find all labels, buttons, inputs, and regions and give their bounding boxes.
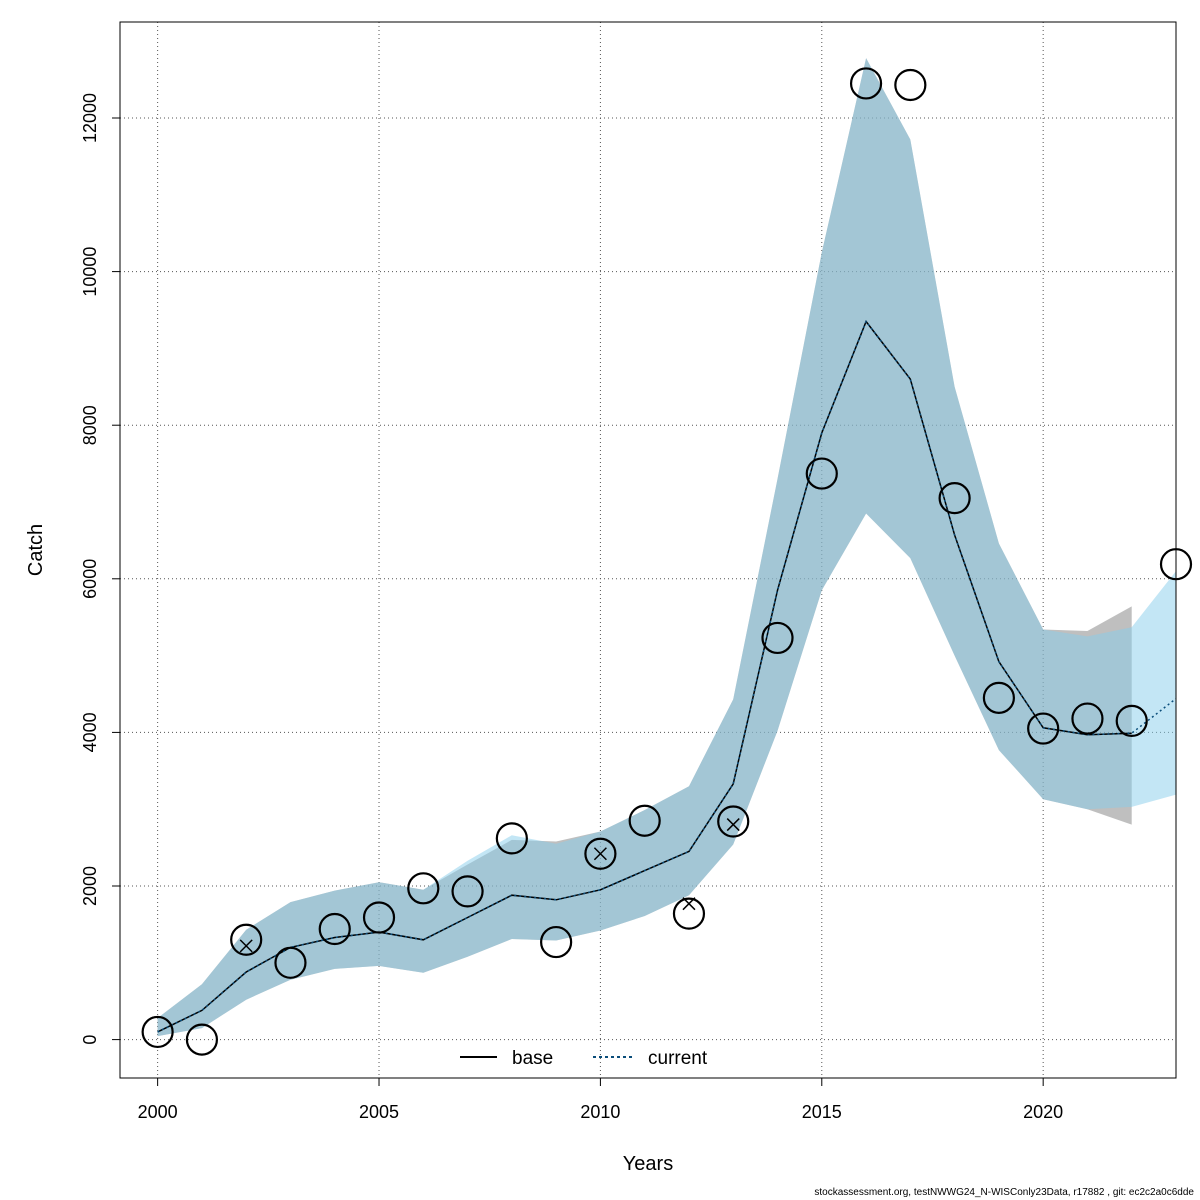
cross-marker xyxy=(726,818,740,832)
x-axis-title: Years xyxy=(623,1153,673,1175)
y-tick-label: 4000 xyxy=(80,712,100,752)
y-axis-title: Catch xyxy=(25,524,47,576)
x-tick-label: 2015 xyxy=(802,1102,842,1122)
y-tick-label: 0 xyxy=(80,1035,100,1045)
plot-frame xyxy=(119,21,1177,1079)
y-tick-label: 6000 xyxy=(80,559,100,599)
observed-point xyxy=(540,925,573,959)
confidence-bands xyxy=(157,58,1177,1037)
observed-point xyxy=(938,482,971,515)
observed-point xyxy=(1071,702,1104,735)
observed-point xyxy=(849,67,883,100)
observed-point xyxy=(141,1015,174,1049)
cross-marker xyxy=(593,847,607,861)
observed-point xyxy=(584,837,617,870)
observed-points xyxy=(141,67,1193,1056)
y-tick-label: 2000 xyxy=(80,866,100,906)
series-lines xyxy=(157,319,1177,1033)
x-tick-label: 2020 xyxy=(1023,1102,1063,1122)
footer-credit: stockassessment.org, testNWWG24_N-WISCon… xyxy=(814,1187,1194,1198)
observed-point xyxy=(672,897,706,930)
observed-point xyxy=(318,912,351,946)
observed-point xyxy=(628,804,661,837)
cross-marker xyxy=(682,897,696,911)
observed-point xyxy=(1115,704,1148,737)
observed-point xyxy=(185,1023,219,1056)
legend: base current xyxy=(460,1048,708,1069)
grid-lines xyxy=(120,22,1176,1078)
y-tick-label: 10000 xyxy=(80,247,100,297)
current-line xyxy=(157,319,1177,1033)
observed-point xyxy=(451,875,484,908)
current-confidence-band xyxy=(157,58,1177,1037)
y-axis: 0 2000 4000 6000 8000 10000 12000 xyxy=(80,93,120,1045)
x-axis: 2000 2005 2010 2015 2020 xyxy=(138,1078,1063,1122)
observed-point xyxy=(805,457,838,490)
observed-point xyxy=(495,822,528,855)
observed-point xyxy=(761,621,794,655)
y-tick-label: 12000 xyxy=(80,93,100,143)
cross-markers xyxy=(239,818,740,953)
observed-point xyxy=(1027,712,1060,745)
cross-marker xyxy=(239,939,253,953)
x-tick-label: 2005 xyxy=(359,1102,399,1122)
y-tick-label: 8000 xyxy=(80,405,100,445)
legend-base-label: base xyxy=(512,1048,553,1069)
observed-point xyxy=(274,946,307,979)
x-tick-label: 2000 xyxy=(138,1102,178,1122)
observed-point xyxy=(717,805,750,838)
x-tick-label: 2010 xyxy=(580,1102,620,1122)
observed-point xyxy=(407,872,440,905)
observed-point xyxy=(230,923,263,956)
observed-point xyxy=(894,68,927,102)
legend-current-label: current xyxy=(648,1048,708,1069)
observed-point xyxy=(982,681,1015,714)
observed-point xyxy=(362,901,396,934)
